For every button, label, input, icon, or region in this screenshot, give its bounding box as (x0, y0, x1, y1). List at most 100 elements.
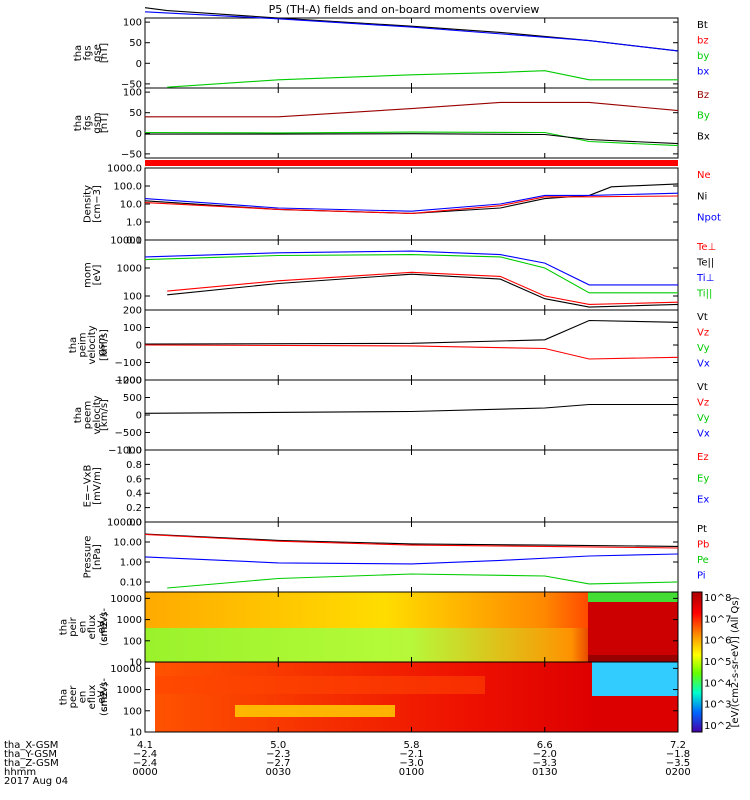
mode-indicator-bar (145, 160, 678, 166)
peer-spectrogram-ytick-label: 10000 (110, 664, 142, 675)
peer-spectrogram-ytick-label: 1000 (117, 685, 142, 696)
temperature-ytick-label: 1000 (117, 264, 142, 275)
series-fgs-gsm-4 (144, 131, 679, 147)
peem-velocity-ytick-label: 0 (136, 411, 142, 422)
efield-legend-1: Ey (697, 473, 709, 484)
series-temperature-10 (144, 254, 678, 294)
panel-peer-spectrogram: 10000 1000 100 10 thapeerenefluxeV(cm2-s-sr-… (59, 661, 679, 739)
peer-spectrogram-ylabel-line: sr-eV) (99, 682, 110, 711)
efield-ytick-label: 0.0 (126, 518, 142, 529)
fgs-gse-ytick-label: 50 (129, 38, 142, 49)
peir-spectrogram-ytick-label: 1000 (117, 615, 142, 626)
ephemeris-value: 0130 (532, 767, 557, 778)
efield-legend-2: Ex (697, 495, 709, 506)
ephemeris-value: −3.5 (666, 758, 690, 769)
colorbar-tick-label: 10^2 (704, 721, 731, 732)
series-density-7 (144, 192, 679, 212)
temperature-ylabel-line: mom (82, 262, 93, 288)
peim-velocity-ylabel-line: peim (78, 332, 89, 357)
pressure-plot-frame (144, 521, 679, 593)
colorbar-scale (691, 591, 703, 733)
peer-spectrogram-ylabel-line: en (78, 691, 89, 704)
density-ytick-label: 1000.0 (107, 164, 142, 175)
fgs-gsm-ytick-label: 100 (123, 88, 142, 99)
series-fgs-gse-2 (144, 11, 679, 52)
fgs-gse-plot-frame (144, 17, 679, 89)
fgs-gse-legend-0: Bt (697, 20, 708, 31)
ephemeris-value: −3.0 (399, 758, 423, 769)
fgs-gse-ytick-label: 0 (136, 59, 142, 70)
peem-velocity-ylabel-line: peem (82, 401, 93, 429)
efield-ytick-label: 0.2 (126, 503, 142, 514)
ephemeris-label: hhmm (4, 767, 36, 778)
colorbar-tick-label: 10^3 (704, 700, 731, 711)
panel-pressure: 100.00 10.00 1.00 0.10 Pressure[nPa] Pt Pb Pe Pi (82, 518, 709, 593)
peem-velocity-legend-2: Vy (697, 413, 710, 424)
peem-velocity-legend-3: Vx (697, 429, 710, 440)
series-fgs-gse-1 (167, 70, 678, 88)
peim-velocity-ytick-label: 200 (123, 306, 142, 317)
fgs-gse-ylabel-line: fgs (82, 45, 93, 60)
series-pressure-19 (167, 573, 679, 589)
peim-velocity-ytick-label: 100 (123, 323, 142, 334)
efield-ylabel-line: [mV/m] (92, 467, 103, 505)
pressure-ylabel-line: [nPa] (92, 544, 103, 570)
peim-velocity-ytick-label: −100 (115, 358, 142, 369)
peir-spectrogram-ylabel-line: eflux (87, 615, 98, 640)
peem-velocity-legend-1: Vz (697, 398, 709, 409)
series-temperature-11 (167, 271, 679, 305)
series-peem-velocity-15 (144, 403, 678, 414)
fgs-gsm-legend-0: Bz (697, 90, 709, 101)
ephemeris-value: 6.6 (537, 740, 553, 751)
peir-spectrogram-ytick-label: 10 (129, 658, 142, 669)
peer-spectrogram-ylabel-line: eV (97, 690, 108, 703)
peer-spectrogram-ylabel-line: peer (68, 685, 79, 709)
efield-ytick-label: 0.6 (126, 474, 142, 485)
panel-efield: 1.0 0.8 0.6 0.4 0.2 0.0 E=−VxB[mV/m] Ez Ey Ex (82, 446, 709, 529)
ephemeris-value: −2.3 (266, 749, 290, 760)
density-ytick-label: 10.0 (120, 200, 142, 211)
peem-velocity-ylabel-line: tha (73, 407, 84, 423)
efield-ytick-label: 0.4 (126, 489, 142, 500)
peem-velocity-plot-frame (144, 379, 679, 451)
peem-velocity-legend-0: Vt (697, 382, 708, 393)
pressure-ytick-label: 100.00 (107, 518, 142, 529)
density-legend-2: Npot (697, 213, 721, 224)
efield-ylabel-line: E=−VxB (82, 465, 93, 508)
pressure-legend-0: Pt (697, 524, 707, 535)
temperature-ylabel-line: [eV] (92, 265, 103, 286)
series-peim-velocity-14 (144, 344, 679, 360)
fgs-gse-ytick-label: 100 (123, 18, 142, 29)
fgs-gse-ylabel-line: gse (92, 44, 103, 62)
pressure-ylabel-line: Pressure (82, 536, 93, 579)
ephemeris-date: 2017 Aug 04 (4, 776, 68, 787)
ephemeris-label: tha_X-GSM (4, 740, 58, 751)
ephemeris-value: 0100 (399, 767, 424, 778)
temperature-legend-1: Te|| (696, 258, 714, 269)
fgs-gsm-ytick-label: 50 (129, 108, 142, 119)
peem-velocity-ytick-label: −1000 (108, 446, 142, 457)
fgs-gsm-ylabel-line: fgs (82, 115, 93, 130)
series-pressure-18 (144, 553, 679, 565)
density-legend-1: Ni (697, 191, 707, 202)
series-pressure-17 (144, 533, 679, 549)
peir-spectrogram-ylabel-line: peir (68, 616, 79, 636)
peir-spectrogram-image (145, 592, 678, 662)
peer-spectrogram-ylabel-line: (cm2-s- (99, 678, 110, 716)
pressure-ytick-label: 1.00 (120, 558, 142, 569)
ephemeris-value: 4.1 (137, 740, 153, 751)
temperature-ytick-label: 100 (123, 292, 142, 303)
peem-velocity-ytick-label: −500 (115, 428, 142, 439)
temperature-legend-2: Ti⊥ (696, 273, 714, 284)
ephemeris-value: −2.4 (133, 749, 157, 760)
fgs-gse-ylabel-line: [nT] (99, 43, 110, 63)
temperature-ytick-label: 10000 (110, 236, 142, 247)
ephemeris-value: −2.4 (133, 758, 157, 769)
fgs-gsm-ylabel-line: [nT] (99, 113, 110, 133)
ephemeris-value: 7.2 (670, 740, 686, 751)
series-temperature-9 (144, 250, 678, 286)
efield-legend-0: Ez (697, 452, 709, 463)
fgs-gse-legend-3: bx (697, 67, 709, 78)
colorbar-tick-label: 10^8 (704, 593, 731, 604)
